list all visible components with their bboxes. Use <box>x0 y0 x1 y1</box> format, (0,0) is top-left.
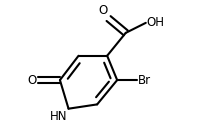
Text: OH: OH <box>146 16 164 29</box>
Text: O: O <box>28 74 37 87</box>
Text: Br: Br <box>138 74 151 87</box>
Text: O: O <box>98 4 107 17</box>
Text: HN: HN <box>50 110 68 123</box>
